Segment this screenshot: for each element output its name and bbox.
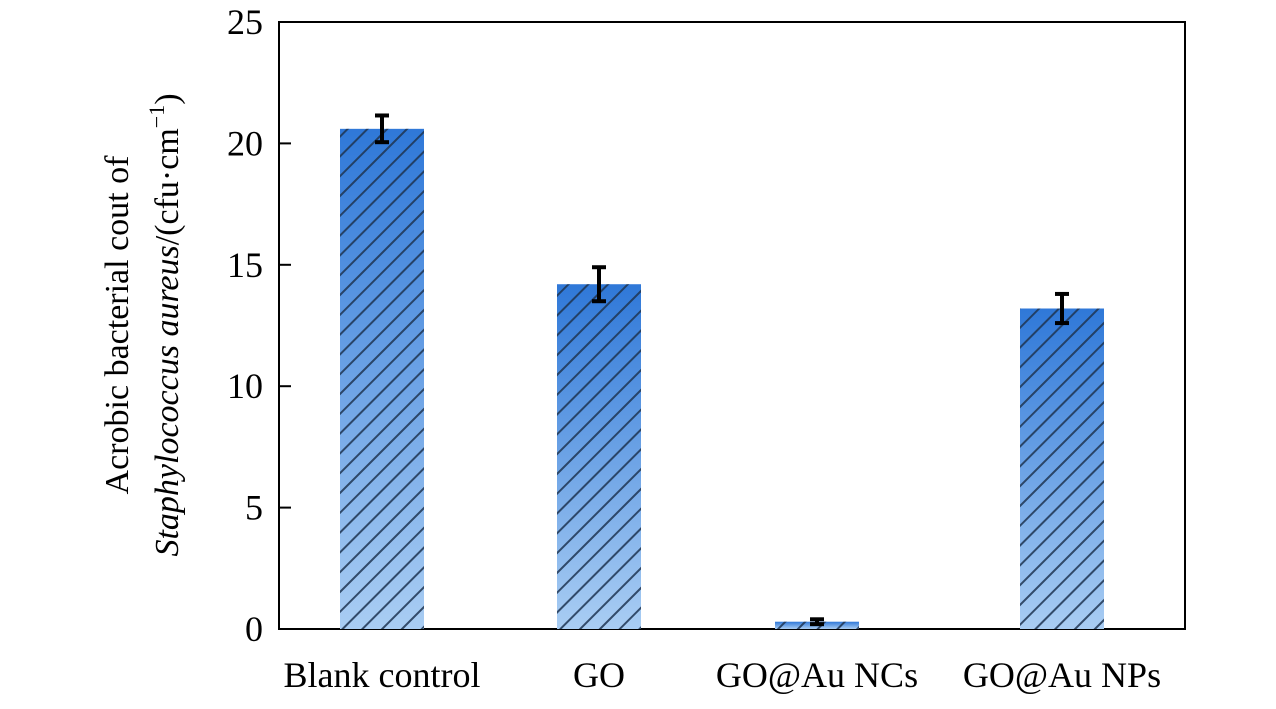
- y-axis-label-species: Staphylococcus aureus: [149, 245, 186, 556]
- bar-hatch: [1020, 308, 1104, 629]
- y-axis-label-unit-superscript: −1: [144, 105, 169, 128]
- bar-hatch: [340, 128, 424, 629]
- plot-frame: [278, 21, 1186, 630]
- x-tick-label: GO@Au NCs: [716, 655, 918, 695]
- x-axis: Blank control GO GO@Au NCs GO@Au NPs: [284, 655, 1162, 695]
- x-tick-label: GO@Au NPs: [963, 655, 1161, 695]
- bar-hatch: [557, 284, 641, 629]
- y-tick-label: 5: [245, 488, 263, 528]
- bars-group: [340, 113, 1104, 629]
- y-tick-label: 15: [227, 245, 263, 285]
- y-axis-label-line1: Acrobic bacterial cout of: [99, 155, 136, 495]
- y-tick-label: 0: [245, 609, 263, 649]
- y-tick-label: 25: [227, 2, 263, 42]
- y-axis-label-unit-close: ): [149, 93, 186, 104]
- y-tick-label: 20: [227, 123, 263, 163]
- y-axis-label-unit: /(cfu·cm: [149, 128, 186, 245]
- x-tick-label: GO: [573, 655, 625, 695]
- y-axis-label: Acrobic bacterial cout of Staphylococcus…: [99, 93, 186, 556]
- y-tick-label: 10: [227, 366, 263, 406]
- x-tick-label: Blank control: [284, 655, 481, 695]
- y-axis-label-line2: Staphylococcus aureus/(cfu·cm−1): [144, 93, 186, 556]
- y-axis: 0 5 10 15 20 25: [227, 2, 291, 649]
